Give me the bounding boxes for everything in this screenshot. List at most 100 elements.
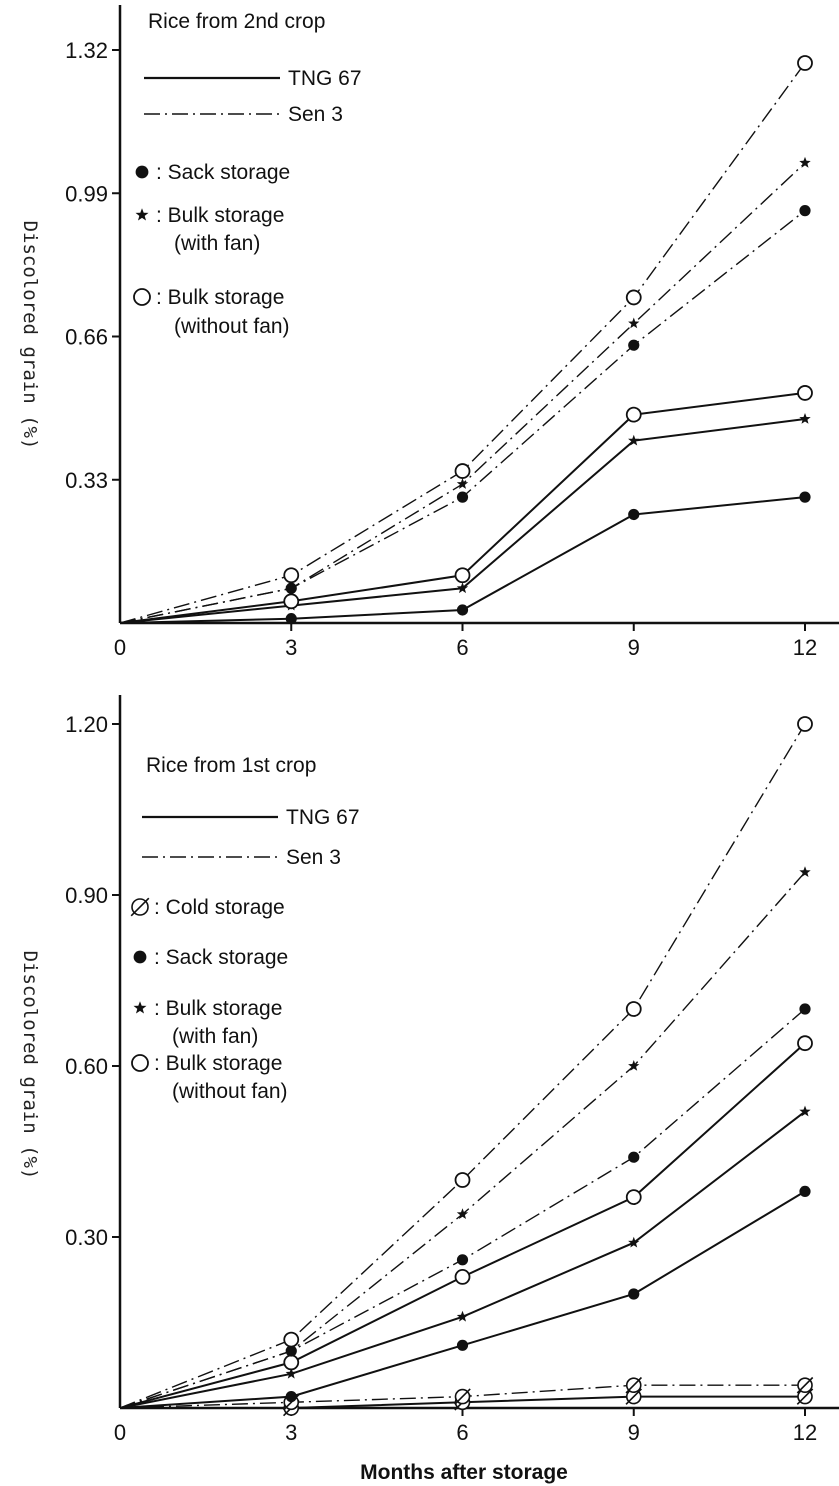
series-tng-67-star <box>119 413 811 624</box>
y-tick-label: 0.90 <box>65 883 108 908</box>
legend-line-label: TNG 67 <box>286 806 360 829</box>
marker-filled-circle <box>133 950 147 964</box>
marker-star <box>628 1236 640 1248</box>
series-sen-3-star <box>119 156 811 624</box>
marker-slash <box>625 1388 643 1405</box>
marker-open-circle <box>283 593 300 610</box>
marker-open-circle <box>797 716 813 732</box>
marker-star <box>285 1345 297 1356</box>
marker-filled-circle <box>799 1003 811 1015</box>
marker-open-circle <box>625 1189 642 1205</box>
marker-star <box>456 1208 469 1219</box>
legend-marker-label: : Sack storage <box>156 161 290 184</box>
marker-star <box>799 413 811 424</box>
chart-title: Rice from 1st crop <box>146 754 316 777</box>
marker-star <box>456 582 469 594</box>
y-tick-label: 1.20 <box>65 712 108 737</box>
marker-star <box>456 1310 469 1322</box>
marker-star <box>285 582 297 594</box>
marker-filled-circle <box>456 491 469 503</box>
marker-open-circle <box>625 1001 642 1017</box>
series-line <box>119 496 806 624</box>
x-tick-label: 12 <box>793 1420 817 1445</box>
marker-filled-circle <box>628 508 640 521</box>
chart-title: Rice from 2nd crop <box>148 10 325 33</box>
x-tick-label: 0 <box>114 1420 126 1445</box>
series-line <box>119 723 806 1409</box>
legend-marker-label: : Bulk storage <box>154 997 282 1020</box>
series-tng-67-star <box>119 1105 811 1409</box>
marker-filled-circle <box>799 491 811 503</box>
marker-filled-circle <box>285 1391 297 1403</box>
marker-filled-circle <box>285 613 297 625</box>
marker-open-circle <box>625 289 642 306</box>
marker-filled-circle <box>135 165 149 179</box>
x-tick-label: 9 <box>628 1420 640 1445</box>
y-tick-label: 1.32 <box>65 38 108 63</box>
marker-filled-circle <box>456 604 469 616</box>
series-line <box>119 62 806 624</box>
marker-open-circle <box>283 1354 300 1371</box>
series-line <box>119 418 806 624</box>
marker-filled-circle <box>628 1151 640 1163</box>
marker-slash <box>625 1376 643 1394</box>
marker-star <box>799 156 811 168</box>
marker-filled-circle <box>628 339 640 351</box>
series-sen-3-open-circle <box>119 716 813 1409</box>
x-tick-label: 6 <box>456 635 468 660</box>
series-sen-3-star <box>119 866 811 1409</box>
marker-star <box>628 317 640 329</box>
legend-line-label: TNG 67 <box>288 67 362 90</box>
y-tick-label: 0.30 <box>65 1225 108 1250</box>
marker-star <box>799 1105 811 1117</box>
y-tick-label: 0.33 <box>65 468 108 493</box>
legend-line-label: Sen 3 <box>286 846 341 869</box>
x-tick-label: 12 <box>793 635 817 660</box>
marker-slash <box>130 897 150 917</box>
marker-filled-circle <box>456 1254 469 1266</box>
legend-marker-label: : Sack storage <box>154 946 288 969</box>
series-line <box>119 210 806 624</box>
legend-marker-label: : Bulk storage <box>154 1052 282 1075</box>
y-axis-label: Discolored grain (%) <box>19 221 41 450</box>
series-tng-67-filled-circle <box>119 1185 811 1409</box>
series-tng-67-filled-circle <box>119 491 811 625</box>
marker-open-circle <box>454 567 471 584</box>
marker-star <box>628 1060 640 1071</box>
legend-line-label: Sen 3 <box>288 103 343 126</box>
x-tick-label: 6 <box>456 1420 468 1445</box>
marker-filled-circle <box>799 205 811 217</box>
series-line <box>119 1190 806 1409</box>
marker-open-circle <box>133 288 151 306</box>
marker-star <box>456 478 469 489</box>
series-sen-3-open-circle <box>119 55 813 624</box>
marker-open-circle <box>454 463 471 479</box>
x-axis-label: Months after storage <box>360 1461 568 1484</box>
series-tng-67-open-circle <box>119 1035 813 1409</box>
legend-marker-label-2: (without fan) <box>172 1080 288 1103</box>
marker-open-circle <box>131 1054 149 1072</box>
marker-open-circle <box>454 1269 471 1285</box>
y-tick-label: 0.66 <box>65 325 108 350</box>
x-tick-label: 0 <box>114 635 126 660</box>
marker-open-circle <box>797 385 813 401</box>
legend-marker-label: : Bulk storage <box>156 204 284 227</box>
legend-marker-label-2: (with fan) <box>172 1025 258 1048</box>
marker-open-circle <box>625 406 642 423</box>
legend-marker-label-2: (with fan) <box>174 232 260 255</box>
series-tng-67-open-circle <box>119 385 813 624</box>
marker-filled-circle <box>456 1339 469 1351</box>
y-tick-label: 0.60 <box>65 1054 108 1079</box>
chart-2nd-crop: Rice from 2nd crop Discolored grain (%) … <box>19 5 839 660</box>
marker-open-circle <box>797 55 813 71</box>
marker-star <box>799 866 811 877</box>
marker-star <box>628 434 640 446</box>
marker-slash <box>454 1388 471 1405</box>
marker-filled-circle <box>799 1185 811 1197</box>
y-axis-label: Discolored grain (%) <box>19 951 41 1180</box>
legend-marker-label-2: (without fan) <box>174 315 290 338</box>
legend-marker-label: : Cold storage <box>154 896 285 919</box>
series-sen-3-filled-circle <box>119 205 811 624</box>
x-tick-label: 3 <box>285 635 297 660</box>
